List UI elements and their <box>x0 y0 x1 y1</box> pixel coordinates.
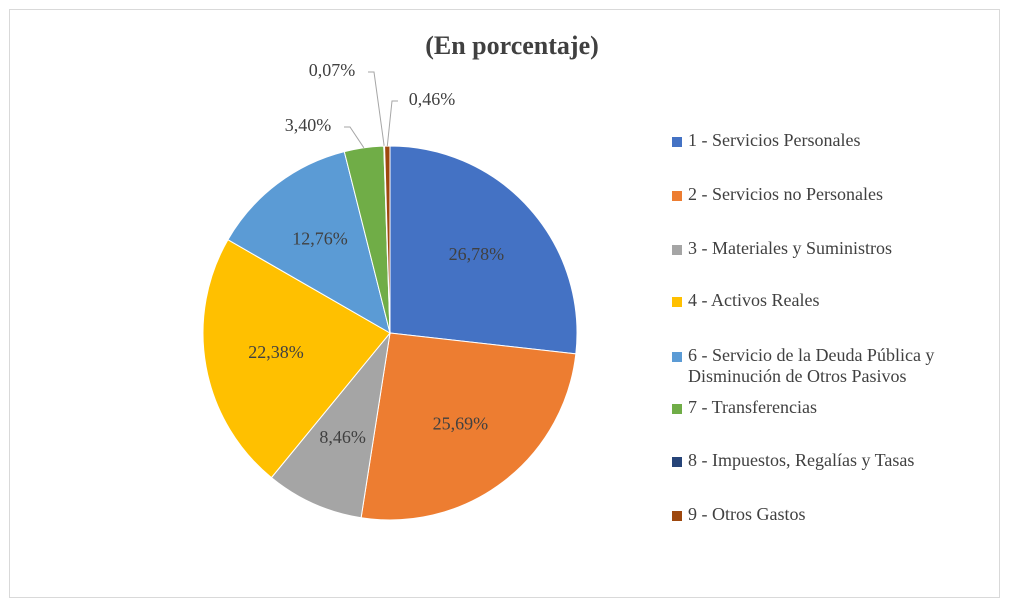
legend-item: 8 - Impuestos, Regalías y Tasas <box>672 450 988 471</box>
legend-swatch <box>672 352 682 362</box>
data-label: 26,78% <box>449 244 505 264</box>
legend-label: 3 - Materiales y Suministros <box>688 238 892 258</box>
data-label: 0,07% <box>309 60 356 80</box>
data-label: 0,46% <box>409 89 456 109</box>
legend-swatch <box>672 404 682 414</box>
pie-slice <box>389 145 578 355</box>
pie-slice <box>360 332 577 521</box>
data-label: 3,40% <box>285 115 332 135</box>
legend-item: 2 - Servicios no Personales <box>672 184 988 205</box>
leader-line <box>368 71 385 147</box>
legend-swatch <box>672 511 682 521</box>
legend-item: 9 - Otros Gastos <box>672 504 988 525</box>
data-label: 25,69% <box>433 413 489 433</box>
legend-item: 3 - Materiales y Suministros <box>672 238 988 259</box>
legend-label: 9 - Otros Gastos <box>688 504 806 524</box>
legend-label: 8 - Impuestos, Regalías y Tasas <box>688 450 915 470</box>
pie-slice <box>227 151 391 335</box>
legend-item: 6 - Servicio de la Deuda Pública y Dismi… <box>672 345 988 387</box>
legend-swatch <box>672 137 682 147</box>
data-label: 12,76% <box>292 229 348 249</box>
legend-swatch <box>672 297 682 307</box>
legend-item: 1 - Servicios Personales <box>672 130 988 151</box>
data-label: 22,38% <box>248 342 304 362</box>
legend-item: 4 - Activos Reales <box>672 290 988 311</box>
legend-label: 6 - Servicio de la Deuda Pública y Dismi… <box>688 345 935 386</box>
legend-swatch <box>672 191 682 201</box>
pie-slice <box>202 239 391 479</box>
data-label: 8,46% <box>319 427 366 447</box>
legend-label: 2 - Servicios no Personales <box>688 184 883 204</box>
legend-label: 4 - Activos Reales <box>688 290 820 310</box>
legend-label: 1 - Servicios Personales <box>688 130 861 150</box>
legend-item: 7 - Transferencias <box>672 397 988 418</box>
pie-slice <box>270 331 391 519</box>
leader-line <box>344 126 365 149</box>
leader-line <box>386 100 398 147</box>
legend-label: 7 - Transferencias <box>688 397 817 417</box>
legend-swatch <box>672 457 682 467</box>
chart-border <box>9 9 1000 598</box>
chart-title: (En porcentaje) <box>425 31 599 60</box>
legend-swatch <box>672 245 682 255</box>
